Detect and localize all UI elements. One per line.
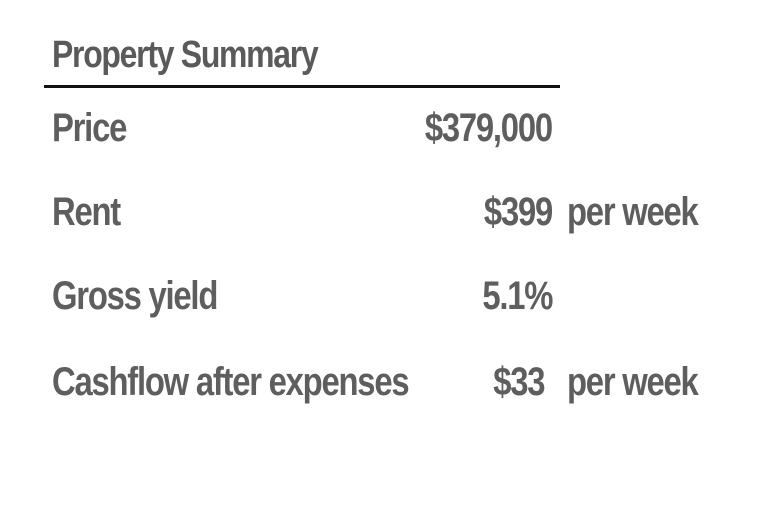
rent-unit: per week bbox=[567, 190, 699, 234]
rent-value: $399 bbox=[483, 190, 553, 234]
title-underline bbox=[44, 85, 560, 88]
gross-yield-label: Gross yield bbox=[52, 274, 218, 318]
rent-label: Rent bbox=[52, 190, 121, 234]
price-value: $379,000 bbox=[425, 106, 553, 150]
summary-title: Property Summary bbox=[52, 34, 319, 76]
price-label: Price bbox=[52, 106, 127, 150]
cashflow-unit: per week bbox=[567, 360, 699, 404]
cashflow-label: Cashflow after expenses bbox=[52, 360, 410, 404]
gross-yield-value: 5.1% bbox=[482, 274, 553, 318]
cashflow-value: $33 bbox=[492, 360, 545, 404]
